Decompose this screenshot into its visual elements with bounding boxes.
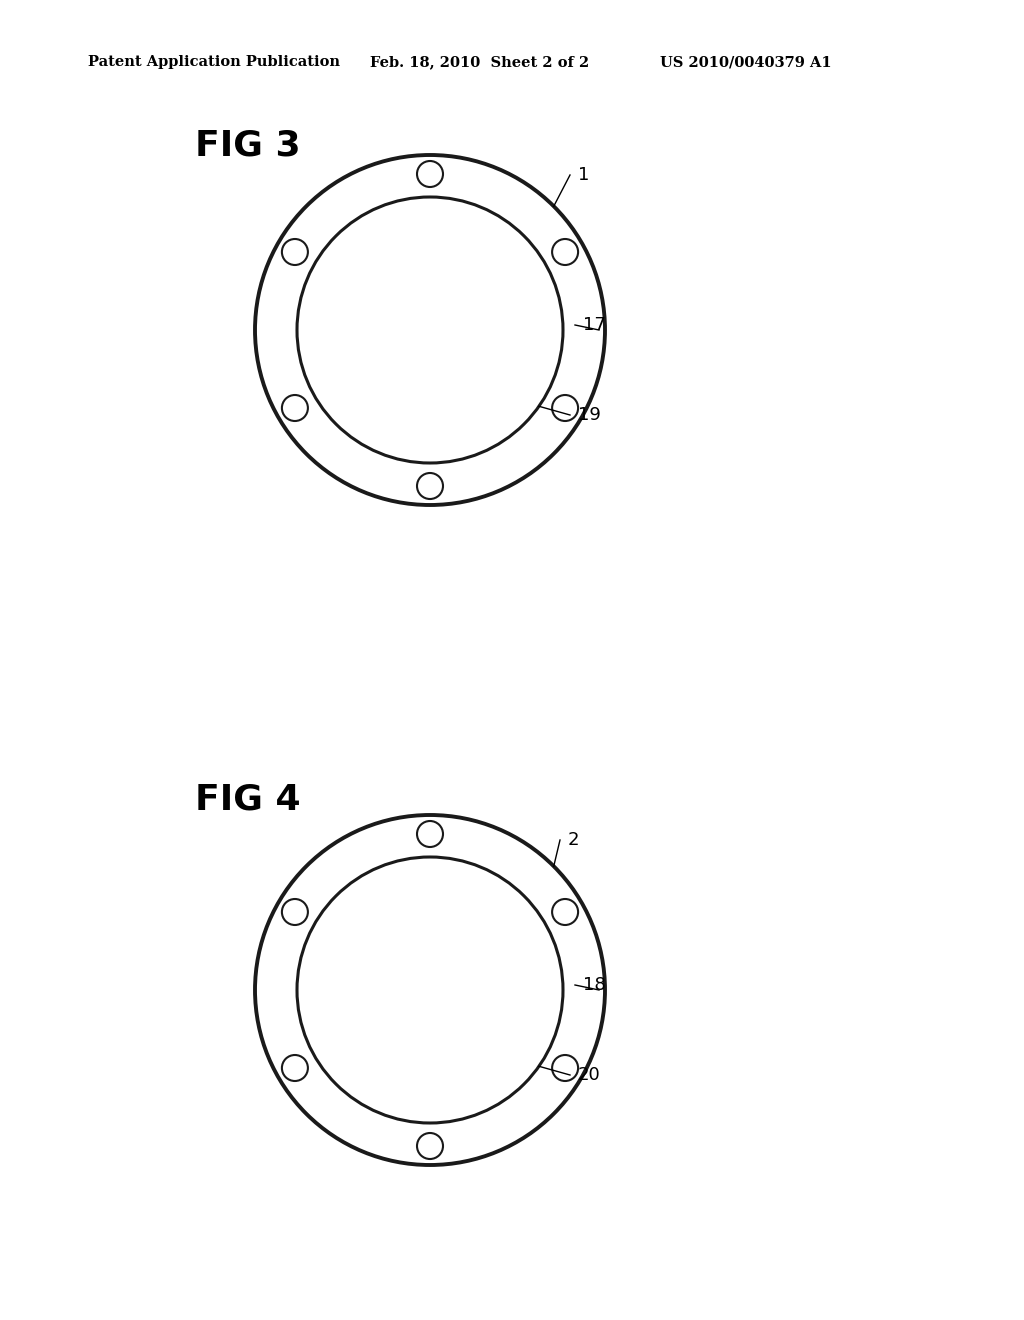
Text: Feb. 18, 2010  Sheet 2 of 2: Feb. 18, 2010 Sheet 2 of 2 — [370, 55, 589, 69]
Text: FIG 3: FIG 3 — [195, 128, 301, 162]
Text: Patent Application Publication: Patent Application Publication — [88, 55, 340, 69]
Text: 17: 17 — [583, 315, 606, 334]
Text: US 2010/0040379 A1: US 2010/0040379 A1 — [660, 55, 831, 69]
Text: FIG 4: FIG 4 — [195, 783, 301, 817]
Text: 20: 20 — [578, 1067, 601, 1084]
Text: 1: 1 — [578, 166, 590, 183]
Text: 18: 18 — [583, 975, 606, 994]
Text: 19: 19 — [578, 407, 601, 424]
Text: 2: 2 — [568, 832, 580, 849]
